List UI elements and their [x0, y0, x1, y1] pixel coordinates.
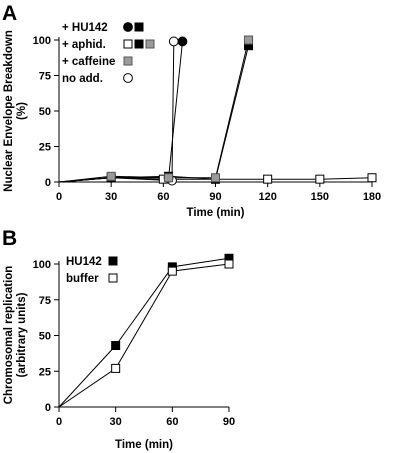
data-point: [167, 266, 177, 276]
legend-label: buffer: [66, 273, 99, 285]
y-tick-label: 25: [39, 142, 51, 154]
series-line: [58, 263, 230, 408]
x-tick-label: 60: [157, 191, 169, 203]
y-axis-title-line: (arbitrary units): [16, 292, 28, 377]
y-tick-label: 100: [33, 259, 51, 271]
y-axis-title-line: Chromosomal replication: [3, 266, 15, 405]
data-point: [315, 174, 325, 184]
chart-panel-a: A 0 25 50 75 100 0 30 60 90 120 150 180 Time (min) Nuc…: [2, 2, 381, 219]
data-point: [244, 35, 254, 45]
y-tick-label: 25: [39, 366, 51, 378]
y-tick-label: 100: [33, 35, 51, 47]
y-tick-label: 0: [45, 402, 51, 414]
legend-label: + aphid.: [62, 39, 106, 51]
data-point: [224, 259, 234, 269]
x-axis-title: Time (min): [187, 207, 245, 219]
y-tick-label: 50: [39, 106, 51, 118]
x-tick-label: 60: [166, 416, 178, 428]
legend-label: no add.: [62, 73, 103, 85]
data-point: [106, 171, 116, 181]
x-tick-label: 150: [311, 191, 329, 203]
x-tick-label: 0: [56, 191, 62, 203]
data-point: [177, 36, 188, 47]
y-axis-title: Chromosomal replication(arbitrary units): [3, 266, 28, 405]
x-tick-label: 0: [56, 416, 62, 428]
y-tick-label: 50: [39, 331, 51, 343]
legend-marker: [123, 56, 133, 66]
legend-marker: [123, 73, 133, 83]
data-point: [111, 341, 121, 351]
x-tick-label: 120: [258, 191, 276, 203]
x-tick-label: 180: [363, 191, 381, 203]
x-tick-label: 90: [223, 416, 235, 428]
x-axis-title: Time (min): [115, 439, 173, 451]
panel-label: B: [2, 227, 17, 250]
panel-label: A: [2, 2, 17, 25]
data-point: [211, 173, 220, 183]
legend-label: HU142: [66, 256, 102, 268]
legend-marker: [108, 273, 118, 283]
legend-marker: [108, 256, 118, 266]
legend-marker: [134, 39, 144, 49]
data-point: [367, 173, 377, 183]
chart-panel-b: B 0 25 50 75 100 0 30 60 90 Time (min) Chromosomal …: [2, 227, 235, 451]
x-tick-label: 90: [209, 191, 221, 203]
data-point: [111, 363, 121, 373]
data-point: [168, 36, 179, 47]
legend-marker: [123, 39, 133, 49]
x-tick-label: 30: [105, 191, 117, 203]
y-tick-label: 0: [45, 177, 51, 189]
x-tick-label: 30: [110, 416, 122, 428]
y-tick-label: 75: [39, 295, 51, 307]
legend-marker: [134, 22, 144, 32]
legend-label: + caffeine: [62, 56, 115, 68]
data-point: [263, 174, 273, 184]
y-axis-title: Nuclear Envelope Breakdown(%): [3, 30, 28, 192]
y-axis-title-line: Nuclear Envelope Breakdown: [3, 30, 15, 192]
y-axis-title-line: (%): [16, 102, 28, 120]
y-tick-label: 75: [39, 71, 51, 83]
legend-label: + HU142: [62, 22, 108, 34]
data-point: [164, 173, 174, 183]
series-line: [58, 257, 230, 408]
legend-marker: [123, 22, 133, 32]
legend-marker: [145, 39, 155, 49]
